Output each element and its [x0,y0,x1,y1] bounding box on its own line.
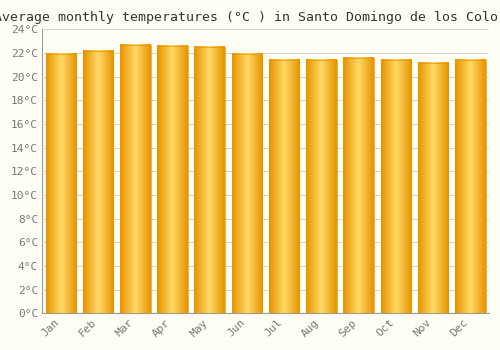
Title: Average monthly temperatures (°C ) in Santo Domingo de los Colorados: Average monthly temperatures (°C ) in Sa… [0,11,500,24]
